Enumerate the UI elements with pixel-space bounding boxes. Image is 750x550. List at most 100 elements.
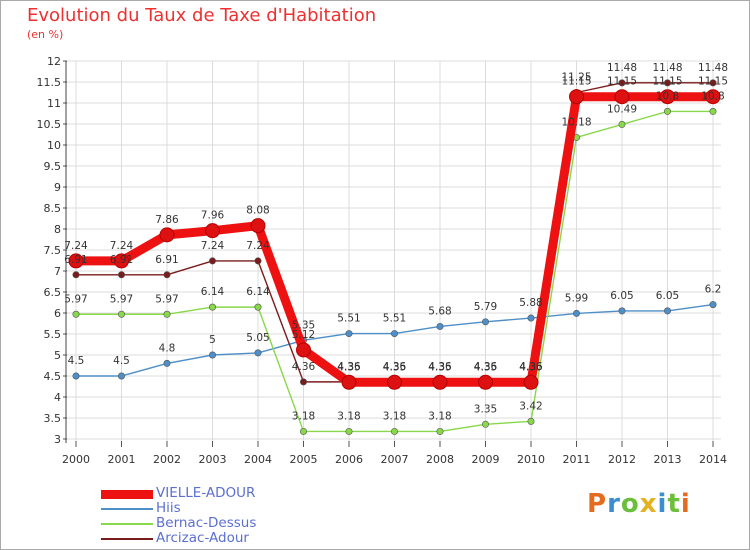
data-point bbox=[618, 307, 626, 315]
data-label: 10.49 bbox=[607, 103, 637, 115]
data-label: 6.2 bbox=[705, 284, 722, 296]
y-tick-label: 5 bbox=[54, 349, 61, 362]
logo-letter: o bbox=[620, 489, 640, 519]
y-tick-label: 10.5 bbox=[37, 118, 62, 131]
data-label: 5.97 bbox=[110, 293, 133, 305]
data-point bbox=[72, 372, 80, 380]
data-point bbox=[527, 314, 535, 322]
data-point bbox=[481, 318, 489, 326]
x-tick-label: 2010 bbox=[517, 453, 545, 466]
data-label: 3.42 bbox=[519, 400, 542, 412]
data-point bbox=[663, 307, 671, 315]
x-tick-label: 2009 bbox=[472, 453, 500, 466]
x-tick-label: 2000 bbox=[62, 453, 90, 466]
logo-letter: i bbox=[657, 489, 668, 519]
data-label: 4.36 bbox=[292, 361, 316, 373]
data-point bbox=[618, 120, 626, 128]
data-point bbox=[569, 89, 584, 105]
data-label: 4.5 bbox=[113, 355, 130, 367]
data-label: 4.36 bbox=[474, 361, 498, 373]
x-tick-label: 2007 bbox=[381, 453, 409, 466]
data-label: 6.91 bbox=[110, 254, 133, 266]
y-tick-label: 9.5 bbox=[44, 160, 62, 173]
data-point bbox=[68, 253, 84, 269]
data-label: 11.48 bbox=[652, 62, 682, 74]
data-label: 5.97 bbox=[155, 293, 178, 305]
data-point bbox=[432, 374, 448, 390]
y-tick-label: 3.5 bbox=[44, 412, 62, 425]
data-label: 11.15 bbox=[698, 76, 728, 88]
x-tick-label: 2005 bbox=[290, 453, 318, 466]
legend-label: Hiis bbox=[156, 500, 181, 516]
data-label: 4.5 bbox=[68, 355, 85, 367]
y-tick-label: 6 bbox=[54, 307, 61, 320]
data-point bbox=[709, 107, 717, 115]
data-point bbox=[118, 310, 126, 318]
data-label: 4.35 bbox=[337, 361, 360, 373]
legend-swatch bbox=[101, 508, 153, 510]
data-point bbox=[205, 223, 220, 239]
data-label: 6.14 bbox=[246, 286, 270, 298]
data-label: 10.8 bbox=[701, 90, 724, 102]
chart-title: Evolution du Taux de Taxe d'Habitation bbox=[27, 5, 377, 26]
data-label: 4.35 bbox=[383, 361, 406, 373]
data-label: 4.8 bbox=[159, 342, 176, 354]
data-label: 4.35 bbox=[519, 361, 542, 373]
logo-letter: r bbox=[607, 489, 621, 519]
y-tick-label: 9 bbox=[54, 181, 61, 194]
logo-letter: x bbox=[639, 489, 658, 519]
proxiti-logo: Proxiti bbox=[587, 489, 691, 519]
data-point bbox=[341, 374, 357, 390]
data-label: 5.51 bbox=[383, 313, 406, 325]
y-tick-label: 11 bbox=[47, 97, 61, 110]
y-tick-label: 5.5 bbox=[44, 328, 62, 341]
data-label: 5.99 bbox=[565, 292, 588, 304]
data-label: 5.88 bbox=[519, 297, 542, 309]
y-tick-label: 6.5 bbox=[44, 286, 62, 299]
data-label: 4.35 bbox=[428, 361, 451, 373]
data-label: 5.12 bbox=[292, 329, 315, 341]
data-point bbox=[345, 427, 353, 435]
y-tick-label: 3 bbox=[54, 433, 61, 446]
data-point bbox=[209, 257, 217, 265]
data-label: 6.91 bbox=[155, 254, 178, 266]
data-point bbox=[527, 417, 535, 425]
data-point bbox=[614, 89, 630, 105]
data-point bbox=[660, 89, 675, 105]
data-point bbox=[209, 351, 217, 359]
data-point bbox=[72, 271, 80, 279]
y-tick-label: 7.5 bbox=[44, 244, 62, 257]
data-label: 6.91 bbox=[64, 254, 87, 266]
logo-letter: P bbox=[587, 489, 608, 519]
data-point bbox=[481, 420, 489, 428]
data-label: 5.05 bbox=[246, 332, 269, 344]
data-label: 7.96 bbox=[201, 210, 225, 222]
data-label: 3.35 bbox=[474, 403, 497, 415]
x-tick-label: 2006 bbox=[335, 453, 363, 466]
logo-letter: i bbox=[680, 489, 691, 519]
data-label: 7.24 bbox=[201, 240, 225, 252]
data-label: 5.79 bbox=[474, 301, 497, 313]
y-tick-label: 10 bbox=[47, 139, 61, 152]
data-point bbox=[709, 79, 717, 87]
data-label: 5.51 bbox=[337, 313, 360, 325]
data-point bbox=[390, 330, 398, 338]
legend-label: Arcizac-Adour bbox=[156, 530, 249, 546]
data-label: 6.05 bbox=[610, 290, 633, 302]
data-point bbox=[523, 374, 539, 390]
data-point bbox=[209, 303, 217, 311]
data-label: 3.18 bbox=[292, 410, 315, 422]
data-label: 10.18 bbox=[561, 116, 591, 128]
data-label: 4.36 bbox=[383, 361, 407, 373]
data-point bbox=[478, 374, 493, 390]
data-label: 11.25 bbox=[561, 72, 591, 84]
data-label: 6.05 bbox=[656, 290, 679, 302]
data-label: 3.18 bbox=[428, 410, 451, 422]
x-tick-label: 2012 bbox=[608, 453, 636, 466]
data-point bbox=[436, 427, 444, 435]
legend-label: Bernac-Dessus bbox=[156, 515, 257, 531]
chart-subtitle: (en %) bbox=[27, 28, 64, 41]
x-tick-label: 2008 bbox=[426, 453, 454, 466]
